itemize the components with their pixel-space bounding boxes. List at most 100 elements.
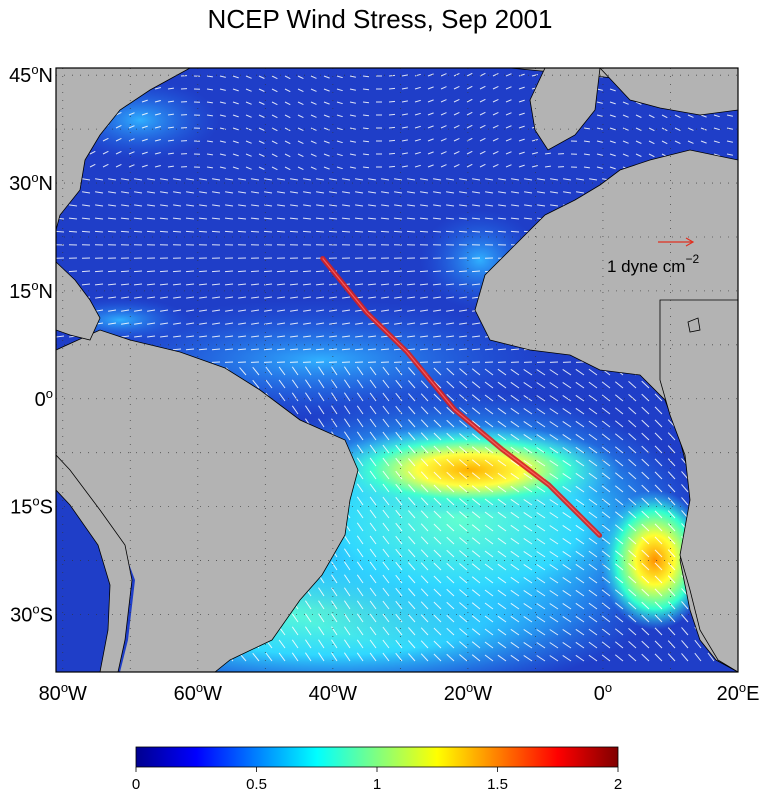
wind-arrow [596,166,603,169]
wind-arrow [588,576,598,584]
wind-arrow [446,614,455,623]
wind-arrow [369,535,377,545]
wind-arrow [146,217,156,220]
wind-arrow [575,615,585,623]
wind-arrow [667,562,676,571]
wind-arrow [433,510,442,519]
wind-arrow [406,283,416,286]
wind-arrow [323,101,330,105]
wind-arrow [445,217,455,220]
wind-arrow [687,127,694,131]
wind-arrow [134,335,143,338]
wind-arrow [497,589,507,597]
wind-arrow [432,283,442,286]
wind-arrow [271,153,278,158]
wind-arrow [388,152,396,155]
wind-arrow [310,166,317,170]
wind-arrow [297,88,304,93]
wind-arrow [232,101,239,105]
wind-arrow [694,639,702,649]
wind-arrow [459,563,468,571]
wind-arrow [160,335,169,338]
wind-arrow [264,204,273,207]
wind-arrow [277,335,286,338]
wind-arrow [614,511,624,519]
wind-arrow [198,270,208,273]
wind-arrow [408,510,416,519]
wind-arrow [356,444,364,454]
wind-arrow [420,484,429,493]
wind-arrow [224,217,234,220]
wind-arrow [681,497,689,506]
wind-arrow [160,191,169,194]
wind-arrow [382,652,390,662]
wind-arrow [263,217,273,220]
wind-arrow [497,550,507,558]
wind-arrow [388,165,396,168]
wind-arrow [497,420,507,428]
wind-arrow [167,152,174,155]
wind-arrow [408,380,416,389]
wind-arrow [115,163,122,168]
wind-arrow [395,483,403,493]
wind-arrow [291,652,299,662]
wind-arrow [510,472,520,480]
wind-arrow [654,588,663,597]
wind-arrow [414,151,421,155]
wind-arrow [369,600,377,610]
wind-arrow [484,420,494,428]
wind-arrow [369,457,377,467]
wind-arrow [523,550,533,558]
wind-arrow [185,348,195,351]
wind-arrow [297,114,304,119]
wind-arrow [356,405,364,415]
wind-arrow [232,140,239,144]
wind-arrow [492,111,499,116]
wind-arrow [160,296,169,299]
wind-arrow [318,366,325,376]
wind-arrow [471,589,481,597]
wind-arrow [336,114,343,118]
wind-arrow [667,497,676,506]
wind-arrow [562,446,572,454]
map-title: NCEP Wind Stress, Sep 2001 [207,4,553,34]
wind-arrow [245,88,252,92]
wind-arrow [331,379,338,389]
wind-arrow [206,166,213,169]
wind-arrow [407,322,416,325]
wind-arrow [316,309,325,312]
wind-arrow [661,114,668,119]
wind-arrow [713,114,720,118]
wind-arrow [601,407,611,415]
wind-arrow [401,152,408,155]
wind-arrow [549,655,559,662]
wind-arrow [414,86,421,90]
wind-arrow [343,405,351,415]
wind-arrow [328,230,338,233]
wind-arrow [497,628,507,636]
wind-arrow [562,394,572,402]
wind-arrow [154,165,161,168]
wind-arrow [471,524,481,532]
wind-arrow [395,444,403,454]
wind-arrow [505,125,512,129]
wind-arrow [641,601,650,610]
wind-arrow [479,98,486,103]
wind-arrow [420,322,429,325]
wind-arrow [466,150,473,155]
wind-arrow [147,322,156,325]
wind-arrow [471,407,481,415]
wind-arrow [89,150,96,155]
wind-arrow [382,405,390,415]
wind-arrow [271,166,278,171]
wind-arrow [225,309,234,312]
wind-arrow [563,178,572,181]
wind-arrow [304,639,312,649]
wind-arrow [537,204,546,207]
wind-arrow [121,322,130,325]
wind-arrow [510,394,520,402]
latitude-tick-label: 0o [35,386,53,411]
wind-arrow [211,270,221,273]
wind-arrow [382,418,390,428]
wind-arrow [641,497,650,506]
